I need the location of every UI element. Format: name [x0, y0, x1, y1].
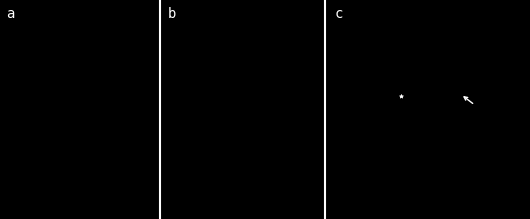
Text: b: b [167, 7, 176, 21]
Text: a: a [6, 7, 15, 21]
Text: c: c [334, 7, 342, 21]
